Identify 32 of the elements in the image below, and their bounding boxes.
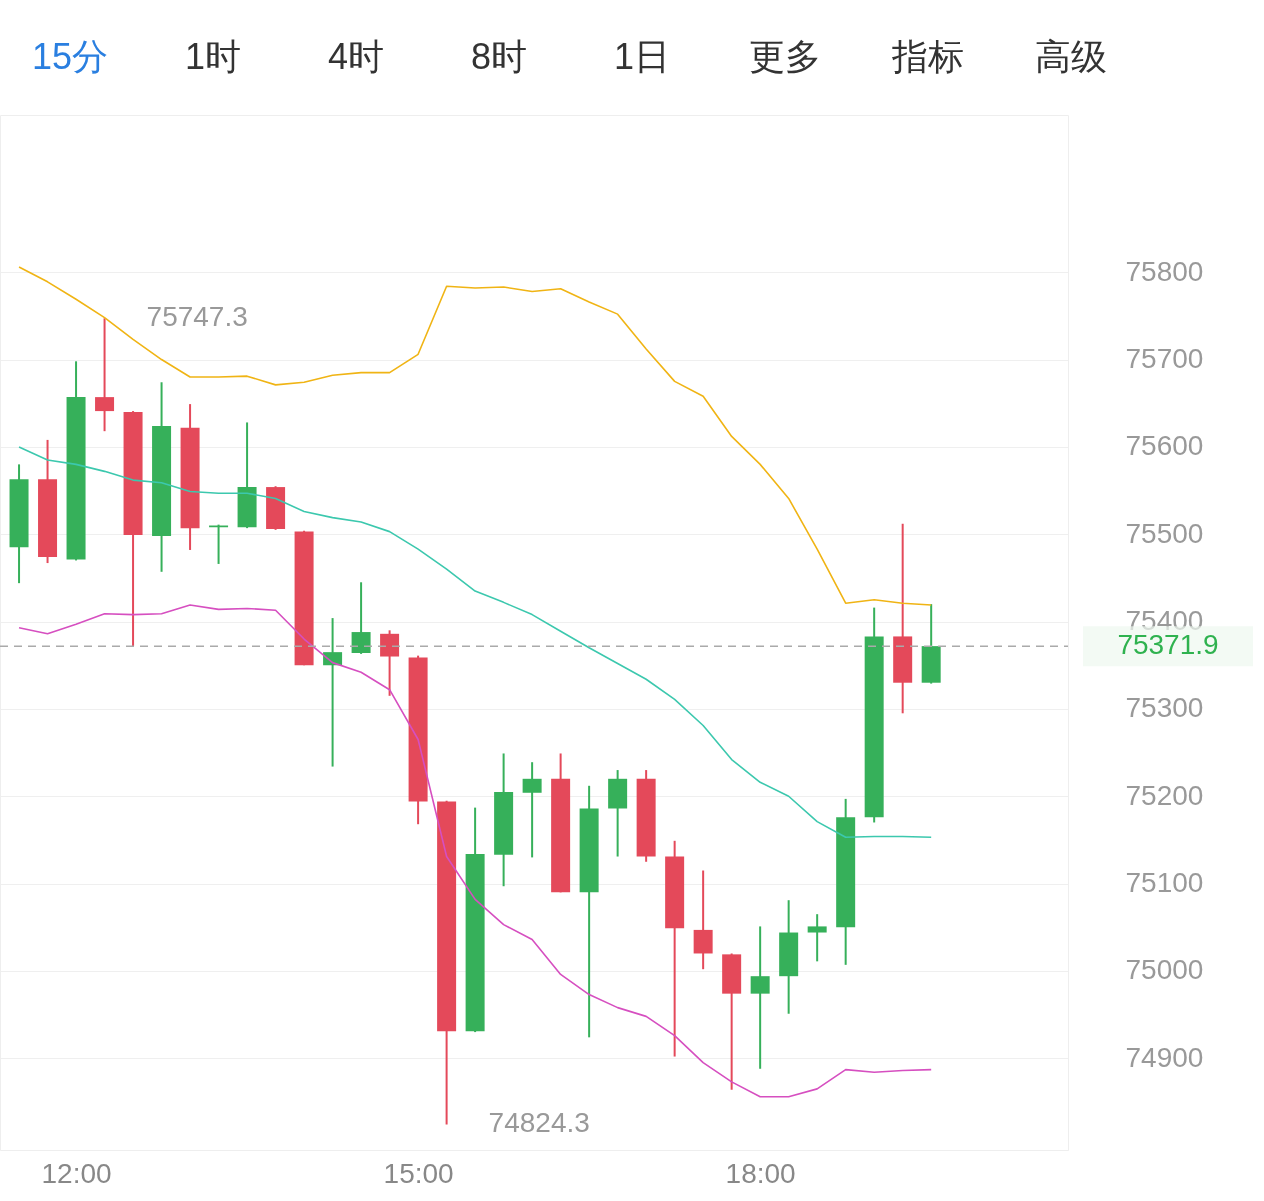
y-tick-label: 75500 [1125,517,1204,549]
annotation: 75747.3 [146,301,248,333]
text: 高级 [1035,36,1107,77]
line-series [18,266,932,606]
y-tick-label: 75200 [1125,779,1204,811]
candlestick [693,869,713,971]
text: 15分 [31,36,109,77]
y-tick-label: 75000 [1125,954,1204,986]
y-tick-label: 75800 [1125,255,1204,287]
line-series [18,446,932,839]
y-tick-label: 75600 [1125,430,1204,462]
y-tick-label: 75300 [1125,692,1204,724]
x-tick-label: 18:00 [725,1157,796,1189]
x-tick-label: 15:00 [383,1157,454,1189]
annotation: 74824.3 [488,1107,590,1139]
candlestick [750,925,770,1070]
text: 更多 [749,36,821,77]
line-series [18,604,932,1098]
candlestick [351,581,371,655]
y-tick-label: 74900 [1125,1041,1204,1073]
text: 1时 [184,36,242,77]
y-tick-label: 75700 [1125,343,1204,375]
x-tick-label: 12:00 [41,1157,112,1189]
text: 1日 [613,36,671,77]
ref-line-label: 75371.9 [1117,629,1219,661]
text: 8时 [470,36,528,77]
text: 指标 [891,36,964,77]
y-tick-label: 75100 [1125,867,1204,899]
text: 4时 [327,36,385,77]
candlestick [380,629,400,697]
candlestick [522,761,542,859]
candlestick [807,913,827,963]
